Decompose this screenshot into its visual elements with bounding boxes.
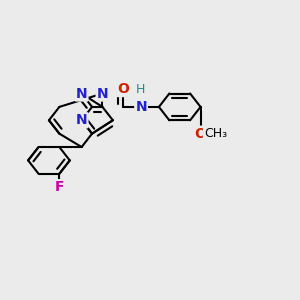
Text: O: O <box>195 127 206 141</box>
Text: CH₃: CH₃ <box>204 127 227 140</box>
Text: N: N <box>97 86 108 100</box>
Text: O: O <box>117 82 129 96</box>
Text: N: N <box>76 86 88 100</box>
Text: F: F <box>55 180 64 194</box>
Text: N: N <box>135 100 147 114</box>
Text: N: N <box>76 113 88 127</box>
Text: H: H <box>136 82 145 96</box>
